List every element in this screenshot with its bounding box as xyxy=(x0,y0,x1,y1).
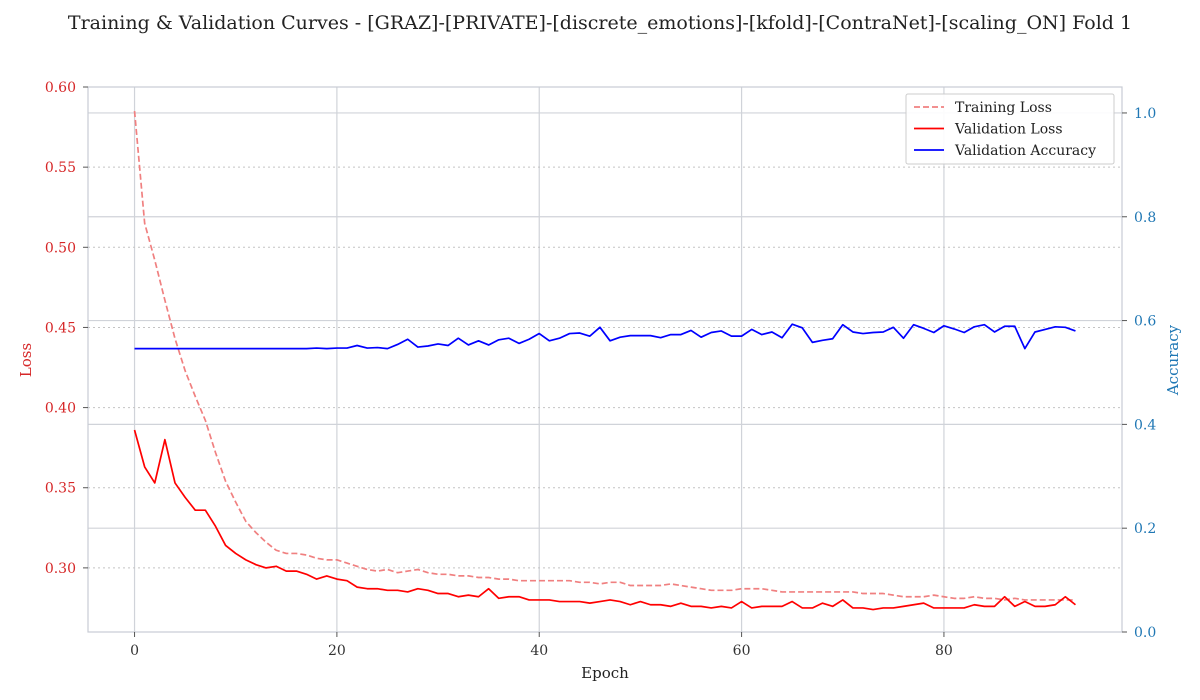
y-axis-label-right: Accuracy xyxy=(1164,324,1182,396)
y-left-tick-label: 0.35 xyxy=(45,481,76,497)
y-left-tick-label: 0.55 xyxy=(45,160,76,176)
training-loss-line xyxy=(133,110,1076,601)
y-left-tick-label: 0.45 xyxy=(45,320,76,336)
legend: Training Loss Validation Loss Validation A… xyxy=(905,93,1115,165)
y-left-tick-label: 0.40 xyxy=(45,401,76,417)
y-left-tick-label: 0.50 xyxy=(45,240,76,256)
validation-loss-line xyxy=(133,429,1076,611)
y-right-tick-label: 0.0 xyxy=(1134,625,1156,641)
y-right-tick-label: 0.2 xyxy=(1134,521,1156,537)
legend-box xyxy=(905,93,1115,165)
legend-entry-label: Validation Accuracy xyxy=(954,143,1096,159)
series-lines xyxy=(133,110,1076,611)
y-right-tick-label: 0.6 xyxy=(1134,314,1156,330)
x-tick-label: 80 xyxy=(935,643,953,659)
validation-accuracy-line xyxy=(134,323,1076,350)
x-tick-label: 40 xyxy=(530,643,548,659)
x-tick-label: 0 xyxy=(130,643,139,659)
plot-frame xyxy=(87,86,1123,633)
x-tick-label: 20 xyxy=(328,643,346,659)
axes: 0 20 40 60 80 0.0 0.2 0.4 0.6 0.8 1.0 0.30 0.35 0.40 0… xyxy=(45,80,1157,659)
y-right-tick-label: 1.0 xyxy=(1134,106,1156,122)
y-axis-label-left: Loss xyxy=(17,343,35,377)
legend-entry-label: Training Loss xyxy=(955,100,1052,116)
chart-title: Training & Validation Curves - [GRAZ]-[P… xyxy=(68,12,1132,34)
y-right-tick-label: 0.4 xyxy=(1134,417,1156,433)
y-left-tick-label: 0.30 xyxy=(45,561,76,577)
legend-entry-label: Validation Loss xyxy=(954,122,1063,138)
y-left-tick-label: 0.60 xyxy=(45,80,76,96)
x-tick-label: 60 xyxy=(733,643,751,659)
x-axis-label: Epoch xyxy=(581,664,629,682)
y-right-tick-label: 0.8 xyxy=(1134,210,1156,226)
